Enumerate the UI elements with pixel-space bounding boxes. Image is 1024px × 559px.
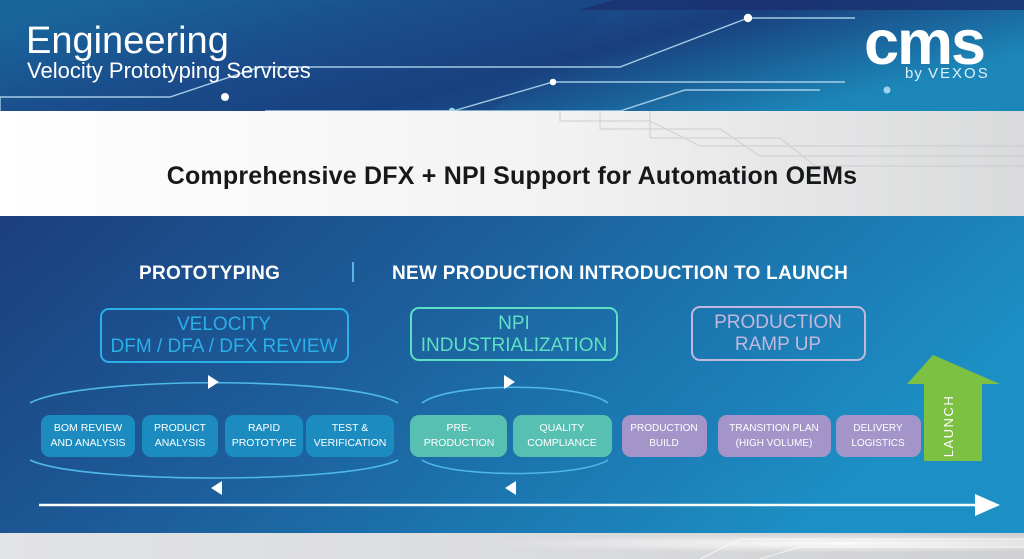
svg-text:INDUSTRIALIZATION: INDUSTRIALIZATION <box>421 335 608 356</box>
svg-text:RAMP UP: RAMP UP <box>735 334 821 355</box>
svg-text:AND ANALYSIS: AND ANALYSIS <box>50 437 125 449</box>
svg-text:COMPLIANCE: COMPLIANCE <box>527 437 596 449</box>
svg-text:PRODUCTION: PRODUCTION <box>424 437 495 449</box>
svg-text:LAUNCH: LAUNCH <box>941 395 956 457</box>
svg-text:DELIVERY: DELIVERY <box>853 423 903 434</box>
svg-text:DFM / DFA / DFX REVIEW: DFM / DFA / DFX REVIEW <box>111 336 338 357</box>
svg-text:PRODUCTION: PRODUCTION <box>630 423 697 434</box>
svg-text:LOGISTICS: LOGISTICS <box>851 438 905 449</box>
svg-text:PRE-: PRE- <box>446 422 472 434</box>
svg-text:(HIGH VOLUME): (HIGH VOLUME) <box>736 438 813 449</box>
svg-text:VERIFICATION: VERIFICATION <box>314 437 387 449</box>
svg-text:Comprehensive DFX + NPI Suppor: Comprehensive DFX + NPI Support for Auto… <box>167 162 858 190</box>
svg-text:by VEXOS: by VEXOS <box>905 65 990 82</box>
svg-text:QUALITY: QUALITY <box>540 422 585 434</box>
svg-text:PROTOTYPING: PROTOTYPING <box>139 263 280 284</box>
svg-text:ANALYSIS: ANALYSIS <box>155 437 206 449</box>
svg-text:BOM REVIEW: BOM REVIEW <box>54 422 122 434</box>
svg-text:PRODUCTION: PRODUCTION <box>714 312 842 333</box>
svg-text:PROTOTYPE: PROTOTYPE <box>232 437 297 449</box>
svg-text:TEST &: TEST & <box>332 422 369 434</box>
svg-text:VELOCITY: VELOCITY <box>177 314 271 335</box>
svg-text:Velocity Prototyping Services: Velocity Prototyping Services <box>27 58 311 83</box>
svg-text:BUILD: BUILD <box>649 438 678 449</box>
svg-text:Engineering: Engineering <box>26 20 229 62</box>
svg-text:NEW PRODUCTION INTRODUCTION TO: NEW PRODUCTION INTRODUCTION TO LAUNCH <box>392 263 848 284</box>
svg-text:NPI: NPI <box>498 313 530 334</box>
svg-text:RAPID: RAPID <box>248 422 281 434</box>
svg-text:TRANSITION PLAN: TRANSITION PLAN <box>729 423 818 434</box>
svg-text:PRODUCT: PRODUCT <box>154 422 207 434</box>
